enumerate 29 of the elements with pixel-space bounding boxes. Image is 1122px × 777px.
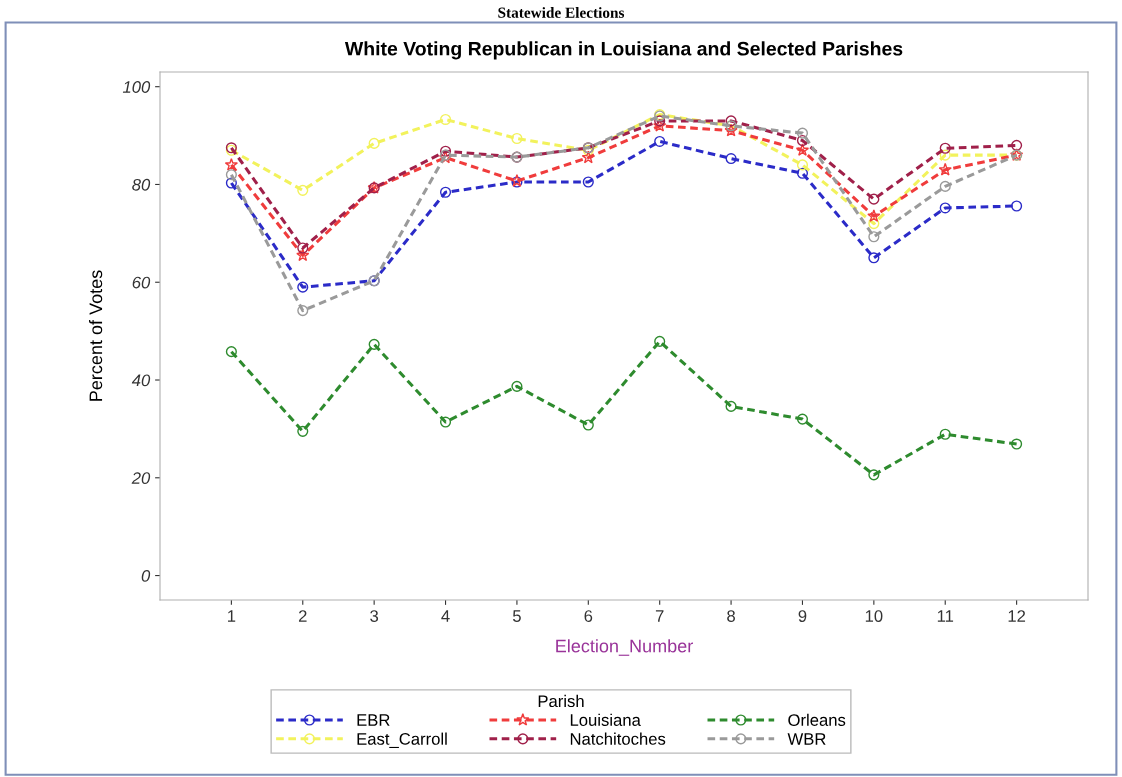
legend-label: Natchitoches: [570, 732, 666, 745]
y-tick-label: 40: [131, 374, 151, 387]
legend-label: EBR: [357, 714, 390, 726]
legend-label: WBR: [787, 733, 826, 745]
x-tick-label: 4: [441, 610, 450, 622]
x-axis-title: Election_Number: [556, 639, 693, 656]
x-tick-label: 8: [727, 610, 735, 622]
x-tick-label: 3: [370, 610, 379, 622]
y-tick-label: 80: [132, 178, 151, 191]
x-tick-label: 12: [1008, 610, 1026, 622]
x-tick-label: 6: [584, 610, 593, 622]
text: Statewide Elections: [498, 7, 625, 18]
legend-label: Orleans: [788, 713, 846, 726]
y-tick-label: 60: [132, 276, 151, 289]
x-tick-label: 2: [298, 610, 307, 622]
x-tick-label: 7: [655, 610, 664, 622]
x-tick-label: 5: [512, 610, 521, 622]
y-axis-title: Percent of Votes: [88, 270, 103, 401]
legend-title: Parish: [538, 694, 584, 708]
x-tick-label: 11: [937, 610, 954, 622]
y-tick-label: 100: [122, 81, 151, 93]
x-tick-label: 1: [228, 610, 236, 622]
y-tick-label: 20: [131, 472, 151, 484]
chart-title: White Voting Republican in Louisiana and Selected Parishes: [344, 41, 903, 60]
x-tick-label: 10: [865, 610, 883, 622]
legend-label: East_Carroll: [357, 732, 447, 748]
legend-label: Louisiana: [570, 713, 641, 726]
y-tick-label: 0: [141, 569, 151, 582]
x-tick-label: 9: [798, 610, 807, 622]
